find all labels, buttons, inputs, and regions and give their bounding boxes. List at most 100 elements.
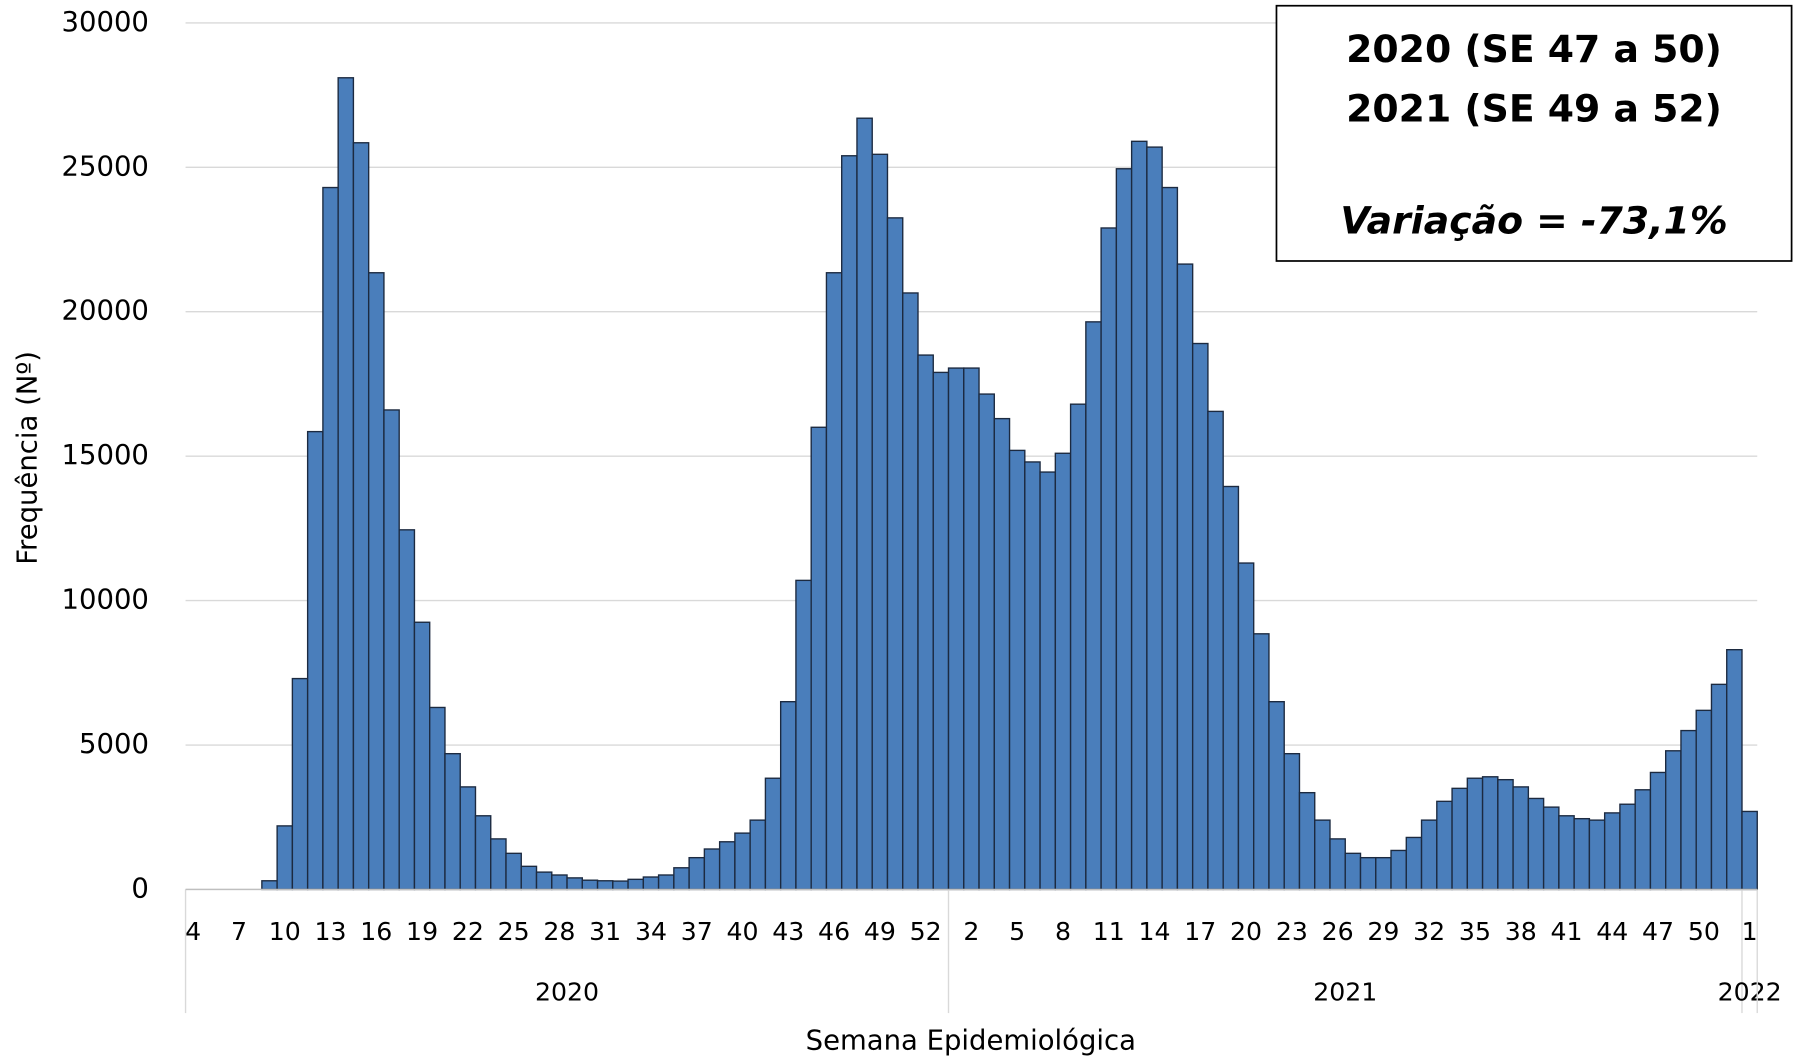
y-tick-label: 10000 <box>62 585 149 616</box>
x-tick-label: 20 <box>1230 917 1262 946</box>
bar <box>1420 819 1438 891</box>
x-tick-label: 10 <box>269 917 301 946</box>
bar <box>902 292 919 891</box>
bar <box>581 879 599 891</box>
bar <box>1558 815 1575 891</box>
bar <box>1451 787 1469 891</box>
bar <box>352 142 370 891</box>
bar <box>1497 778 1514 891</box>
bar <box>1512 786 1530 891</box>
bar <box>795 579 812 891</box>
bar <box>718 841 736 891</box>
bar <box>978 393 995 891</box>
x-tick-label: 16 <box>360 917 392 946</box>
y-axis-label: Frequência (Nº) <box>13 351 44 565</box>
bar <box>490 838 507 891</box>
bar <box>505 852 522 891</box>
bar <box>886 217 904 891</box>
x-tick-label: 22 <box>452 917 484 946</box>
x-tick-label: 34 <box>635 917 667 946</box>
bar <box>1665 750 1682 891</box>
bar <box>993 417 1011 891</box>
bar <box>1527 797 1545 891</box>
bar <box>535 871 553 891</box>
bar <box>825 272 843 891</box>
bar <box>1634 789 1652 891</box>
bar <box>1436 800 1453 891</box>
bar <box>1390 849 1407 891</box>
bar <box>1375 856 1392 891</box>
bar <box>337 77 355 891</box>
bar <box>657 874 675 891</box>
x-tick-label: 50 <box>1688 917 1720 946</box>
x-tick-label: 28 <box>543 917 575 946</box>
bar <box>841 155 858 891</box>
bar <box>291 677 309 891</box>
annotation-line: 2021 (SE 49 a 52) <box>1346 87 1722 131</box>
bar <box>1314 819 1331 891</box>
x-tick-label: 8 <box>1055 917 1071 946</box>
x-tick-label: 1 <box>1742 917 1758 946</box>
x-tick-label: 31 <box>589 917 621 946</box>
bar <box>1069 403 1087 891</box>
bar <box>627 878 645 891</box>
bar <box>1603 812 1621 891</box>
bar <box>551 874 568 891</box>
annotation-box <box>1275 4 1793 262</box>
x-tick-label: 46 <box>818 917 850 946</box>
x-tick-label: 47 <box>1642 917 1674 946</box>
bar <box>429 706 446 891</box>
bar <box>749 819 767 891</box>
bar <box>1039 471 1057 891</box>
bar <box>1344 852 1362 891</box>
x-tick-label: 35 <box>1459 917 1491 946</box>
bar <box>856 117 873 891</box>
x-tick-label: 41 <box>1550 917 1582 946</box>
bar <box>1222 485 1240 891</box>
bar <box>1329 838 1346 891</box>
bar <box>1710 683 1728 891</box>
bar <box>1024 461 1041 891</box>
bar <box>566 877 583 891</box>
group-label: 2020 <box>535 978 599 1007</box>
bar <box>1008 449 1026 891</box>
x-tick-label: 4 <box>185 917 201 946</box>
bar <box>413 621 431 891</box>
bar <box>779 701 797 891</box>
bar <box>1466 777 1484 891</box>
bar <box>459 786 477 891</box>
bar <box>688 856 706 891</box>
x-tick-label: 37 <box>681 917 713 946</box>
x-tick-label: 7 <box>231 917 247 946</box>
bar <box>703 848 721 891</box>
bar <box>1054 452 1072 891</box>
x-tick-label: 43 <box>772 917 804 946</box>
bar <box>398 529 416 891</box>
bar <box>1253 633 1270 891</box>
x-tick-label: 11 <box>1093 917 1125 946</box>
bar <box>1542 806 1560 891</box>
x-tick-label: 44 <box>1596 917 1628 946</box>
bar <box>1649 771 1667 891</box>
y-tick-label: 25000 <box>62 151 149 182</box>
bar <box>276 825 294 891</box>
bar <box>1237 562 1255 891</box>
bar <box>871 153 889 891</box>
bar <box>1588 819 1606 891</box>
bar <box>1115 168 1133 891</box>
annotation-line: 2020 (SE 47 a 50) <box>1346 27 1722 71</box>
x-axis-label: Semana Epidemiológica <box>806 1026 1136 1057</box>
group-label: 2021 <box>1313 978 1377 1007</box>
x-tick-label: 40 <box>727 917 759 946</box>
x-tick-label: 26 <box>1322 917 1354 946</box>
bar <box>810 426 828 891</box>
bar <box>963 367 980 891</box>
bar <box>1680 729 1697 891</box>
x-tick-label: 19 <box>406 917 438 946</box>
bar <box>444 752 461 891</box>
bar <box>1298 791 1316 891</box>
bar <box>1191 342 1209 891</box>
y-tick-label: 5000 <box>79 729 149 760</box>
